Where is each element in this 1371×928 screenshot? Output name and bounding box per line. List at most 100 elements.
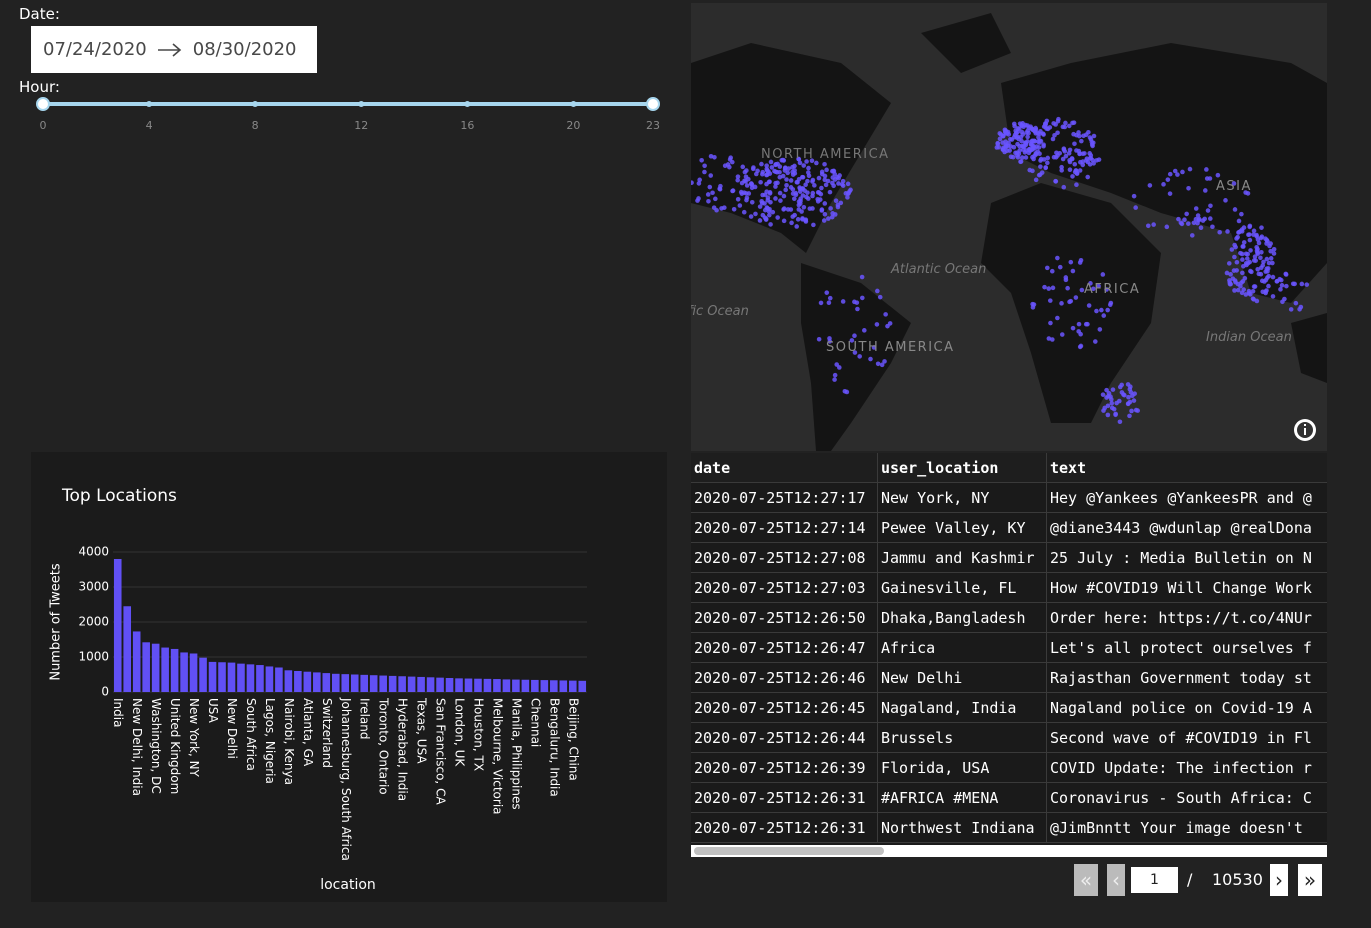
map-point xyxy=(826,216,831,221)
map-point xyxy=(1247,259,1252,265)
map-point xyxy=(1081,133,1086,139)
map-point xyxy=(764,181,769,187)
map-point xyxy=(1252,254,1258,259)
first-page-button[interactable]: « xyxy=(1074,864,1098,896)
table-row: 2020-07-25T12:26:46 New Delhi Rajasthan Go… xyxy=(691,662,1327,693)
map-point xyxy=(1047,298,1053,303)
map-point xyxy=(1035,130,1041,136)
map-point xyxy=(1304,282,1310,287)
bar xyxy=(322,673,331,692)
table-row: 2020-07-25T12:26:44 Brussels Second wave o… xyxy=(691,722,1327,753)
map-point xyxy=(1105,403,1111,409)
map-point xyxy=(773,162,779,167)
map-point xyxy=(801,204,807,210)
map-point xyxy=(997,136,1003,142)
map-point xyxy=(1088,281,1093,286)
map-point xyxy=(802,188,807,193)
map-point xyxy=(1023,148,1029,153)
map-point xyxy=(1082,151,1087,156)
table-cell: Dhaka,Bangladesh xyxy=(877,602,1047,633)
map-point xyxy=(852,299,857,305)
map-label: AFRICA xyxy=(1084,282,1140,297)
map-point xyxy=(1100,392,1106,397)
map-point xyxy=(1085,174,1091,180)
map-point xyxy=(1074,171,1080,176)
table-row: 2020-07-25T12:26:31 Northwest Indiana @Jim… xyxy=(691,812,1327,843)
map-point xyxy=(1263,290,1268,296)
map-point xyxy=(1231,181,1237,186)
map-point xyxy=(887,321,893,326)
scroll-thumb[interactable] xyxy=(694,847,884,855)
map-point xyxy=(1223,198,1228,203)
bar xyxy=(218,662,226,692)
map-point xyxy=(758,179,763,185)
map-point xyxy=(1151,222,1156,227)
bar xyxy=(417,676,425,692)
map-point xyxy=(1094,158,1099,163)
bar xyxy=(360,674,369,692)
scrollbar[interactable] xyxy=(691,845,1327,857)
prev-page-button[interactable]: ‹ xyxy=(1107,864,1125,896)
map-point xyxy=(702,163,707,169)
table-cell: 2020-07-25T12:26:47 xyxy=(691,632,878,663)
slider-handle[interactable] xyxy=(36,97,50,111)
end-date[interactable]: 08/30/2020 xyxy=(192,39,297,60)
map-point xyxy=(1071,120,1077,125)
map-point xyxy=(836,181,841,186)
map-point xyxy=(1133,407,1139,413)
table-cell: 2020-07-25T12:27:17 xyxy=(691,482,878,513)
map-point xyxy=(1240,270,1245,276)
table-cell: Northwest Indiana xyxy=(877,812,1047,843)
bar-chart: Top Locations Number of Tweets location 0 10… xyxy=(31,452,667,902)
map[interactable]: NORTH AMERICA Atlantic Ocean AFRICA ASIA… xyxy=(691,3,1327,451)
map-point xyxy=(728,155,734,161)
map-point xyxy=(1050,337,1055,342)
map-point xyxy=(1018,159,1023,165)
map-point xyxy=(1053,155,1059,160)
map-point xyxy=(1210,224,1215,230)
map-point xyxy=(816,336,822,342)
map-point xyxy=(1265,266,1271,271)
map-point xyxy=(1271,246,1277,252)
x-tick-label: Hyderabad, India xyxy=(396,698,410,801)
slider-handle[interactable] xyxy=(646,97,660,111)
map-point xyxy=(1243,260,1249,266)
map-point xyxy=(1105,307,1110,313)
hour-slider[interactable]: 0 4 8 12 16 20 23 xyxy=(0,90,680,140)
page-input[interactable]: 1 xyxy=(1131,867,1178,893)
map-point xyxy=(1234,236,1239,241)
table-cell: Nagaland police on Covid-19 A xyxy=(1046,692,1327,723)
last-page-button[interactable]: » xyxy=(1298,864,1322,896)
map-point xyxy=(710,190,715,196)
bar xyxy=(493,679,501,692)
map-point xyxy=(994,145,1000,150)
next-page-button[interactable]: › xyxy=(1270,864,1288,896)
map-point xyxy=(1186,221,1191,226)
map-point xyxy=(1258,255,1263,261)
map-point xyxy=(1072,141,1077,147)
map-point xyxy=(810,177,816,183)
bar xyxy=(436,677,444,692)
map-point xyxy=(1208,203,1213,209)
date-range-picker[interactable]: 07/24/2020 08/30/2020 xyxy=(31,26,317,73)
map-point xyxy=(1119,382,1125,388)
map-point xyxy=(744,195,750,201)
map-point xyxy=(1071,131,1076,137)
x-tick-label: Switzerland xyxy=(320,698,334,768)
map-point xyxy=(1002,149,1007,155)
map-point xyxy=(796,156,801,162)
map-point xyxy=(1268,256,1274,261)
start-date[interactable]: 07/24/2020 xyxy=(43,39,147,60)
chart-title: Top Locations xyxy=(61,486,177,506)
map-point xyxy=(777,164,783,169)
map-point xyxy=(1087,151,1092,156)
map-point xyxy=(769,165,775,170)
map-point xyxy=(1065,285,1070,291)
x-tick-label: Manila, Philippines xyxy=(509,698,523,810)
column-header: date xyxy=(691,453,878,483)
table-cell: 25 July : Media Bulletin on N xyxy=(1046,542,1327,573)
map-point xyxy=(1016,126,1022,132)
map-point xyxy=(1044,118,1050,124)
map-point xyxy=(793,190,799,196)
map-point xyxy=(770,209,776,215)
